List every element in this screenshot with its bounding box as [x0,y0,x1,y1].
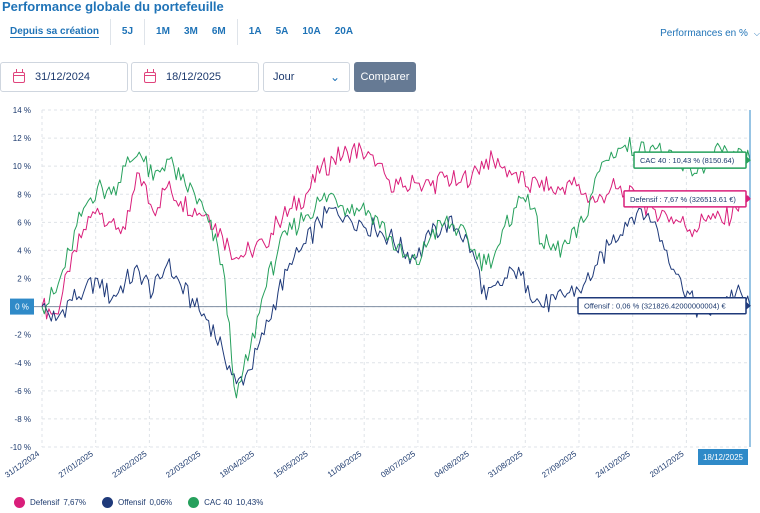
chart-legend: Defensif 7,67% Offensif 0,06% CAC 40 10,43% [14,497,279,508]
tooltip-cac40: CAC 40 : 10,43 % (8150.64) [633,151,751,169]
range-button-10a[interactable]: 10A [302,26,321,37]
x-tick-label: 27/01/2025 [57,449,95,480]
page-title: Performance globale du portefeuille [2,0,224,14]
range-button-depuis-sa-cr-ation[interactable]: Depuis sa création [10,26,99,37]
tooltip-text: Defensif : 7,67 % (326513.61 €) [630,195,736,204]
y-tick-label: -8 % [15,415,31,424]
calendar-icon [13,68,25,83]
chevron-down-icon: ⌵ [753,29,760,38]
series-line-offensif [41,206,751,386]
tooltip-offensif: Offensif : 0,06 % (321826.42000000004) € [577,296,751,315]
legend-item-cac40[interactable]: CAC 40 10,43% [188,497,263,508]
x-tick-label: 27/09/2025 [540,449,578,480]
x-tick-label: 15/05/2025 [272,449,310,480]
legend-swatch [188,497,200,508]
series-line-defensif [41,142,751,320]
y-tick-label: -4 % [15,359,31,368]
range-separator [236,19,238,45]
y-tick-label: 6 % [17,218,31,227]
x-tick-label: 31/08/2025 [486,449,524,480]
compare-button[interactable]: Comparer [354,62,416,92]
x-tick-label: 24/10/2025 [594,449,632,480]
y-tick-label: 8 % [17,190,31,199]
chevron-down-icon: ⌄ [329,70,340,84]
period-select-value: Jour [273,71,295,83]
y-tick-label: 14 % [13,106,31,115]
legend-swatch [14,497,25,508]
x-tick-label: 08/07/2025 [379,449,417,480]
range-button-20a[interactable]: 20A [334,26,354,37]
range-button-1a[interactable]: 1A [248,26,262,37]
x-tick-label: 04/08/2025 [433,449,471,480]
legend-item-defensif[interactable]: Defensif 7,67% [14,497,86,508]
performance-mode-label: Performances en % [660,28,748,39]
x-tick-label: 22/03/2025 [164,449,202,480]
y-tick-label: 10 % [13,162,31,171]
tooltip-pointer [746,194,751,203]
range-button-6m[interactable]: 6M [211,26,226,37]
x-tick-label: 20/11/2025 [648,449,686,479]
range-button-5a[interactable]: 5A [275,26,289,37]
tooltip-text: Offensif : 0,06 % (321826.42000000004) € [584,302,726,311]
y-tick-label: 12 % [13,134,31,143]
range-button-3m[interactable]: 3M [183,26,198,37]
x-tick-label: 23/02/2025 [111,449,149,480]
y-tick-label: -10 % [10,443,31,452]
tooltip-text: CAC 40 : 10,43 % (8150.64) [640,156,735,165]
tooltip-pointer [746,156,751,165]
tooltip-pointer [746,301,751,310]
zero-label: 0 % [15,303,29,312]
tooltip-defensif: Defensif : 7,67 % (326513.61 €) [623,190,751,208]
legend-swatch [102,497,114,508]
legend-value: 0,06% [149,498,173,507]
start-date-value: 31/12/2024 [35,71,91,83]
y-tick-label: 4 % [17,246,31,255]
performance-chart: 14 % 12 % 10 % 8 % 6 % 4 % 2 % 0 % -2 % -4 % -6 % -… [3,106,751,480]
end-date-value: 18/12/2025 [166,71,222,83]
x-tick-label: 11/06/2025 [326,449,364,479]
legend-label: Defensif [30,498,60,507]
x-tick-label: 31/12/2024 [3,449,41,480]
x-tick-label: 18/04/2025 [218,449,256,480]
series-line-cac40 [41,136,751,399]
end-date-field[interactable]: 18/12/2025 [131,62,259,92]
range-button-5j[interactable]: 5J [121,26,134,37]
period-select[interactable]: Jour ⌄ [263,62,350,92]
legend-item-offensif[interactable]: Offensif 0,06% [102,497,172,508]
range-button-1m[interactable]: 1M [156,26,170,37]
range-separator [144,19,146,45]
range-separator [109,19,111,45]
start-date-field[interactable]: 31/12/2024 [0,62,128,92]
legend-value: 7,67% [63,498,87,507]
y-tick-label: 2 % [17,275,31,284]
cursor-date-badge [698,449,748,465]
legend-label: CAC 40 [204,498,233,507]
period-range-selector: Depuis sa création 5J 1M 3M 6M 1A 5A 10A 20A [0,19,360,45]
zero-label-badge [10,298,34,315]
performance-mode-dropdown[interactable]: Performances en % ⌵ [660,28,760,39]
legend-label: Offensif [118,498,146,507]
y-tick-label: -6 % [15,387,31,396]
cursor-date-label: 18/12/2025 [703,453,744,462]
legend-value: 10,43% [236,498,264,507]
y-tick-label: -2 % [15,331,31,340]
calendar-icon [144,68,156,83]
